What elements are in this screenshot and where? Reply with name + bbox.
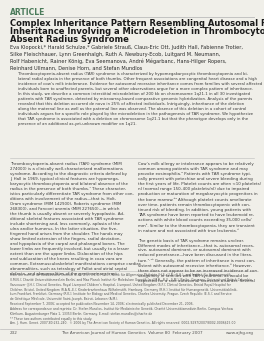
Text: Cow’s milk allergy or intolerance appears to be relatively
common among patients: Cow’s milk allergy or intolerance appear…: [138, 162, 261, 283]
Text: The American Journal of Human Genetics  Volume 80  February 2007: The American Journal of Human Genetics V…: [61, 331, 203, 335]
Text: Eva Klopocki,* Harald Schulze,* Gabriele Strauß, Claus-Eric Ott, Judith Hall, Fa: Eva Klopocki,* Harald Schulze,* Gabriele…: [10, 45, 243, 71]
Text: Thrombocytopenia-absent radius (TAR) syndrome is characterized by hypomegakaryoc: Thrombocytopenia-absent radius (TAR) syn…: [18, 72, 262, 125]
Text: Thrombocytopenia-absent radius (TAR) syndrome (MIM
274000) is a clinically well-: Thrombocytopenia-absent radius (TAR) syn…: [10, 162, 141, 276]
Text: 232: 232: [10, 331, 18, 335]
Text: From the Institut für Medizinische Genetik (E.K., G.S., C.E.O., S.M.), Klinik fü: From the Institut für Medizinische Genet…: [10, 273, 253, 325]
Text: www.ajhg.org: www.ajhg.org: [226, 331, 254, 335]
Text: Absent Radius Syndrome: Absent Radius Syndrome: [10, 35, 129, 44]
Text: ARTICLE: ARTICLE: [10, 8, 45, 17]
Text: Inheritance Involving a Microdeletion in Thrombocytopenia–: Inheritance Involving a Microdeletion in…: [10, 27, 264, 36]
Text: Complex Inheritance Pattern Resembling Autosomal Recessive: Complex Inheritance Pattern Resembling A…: [10, 19, 264, 28]
